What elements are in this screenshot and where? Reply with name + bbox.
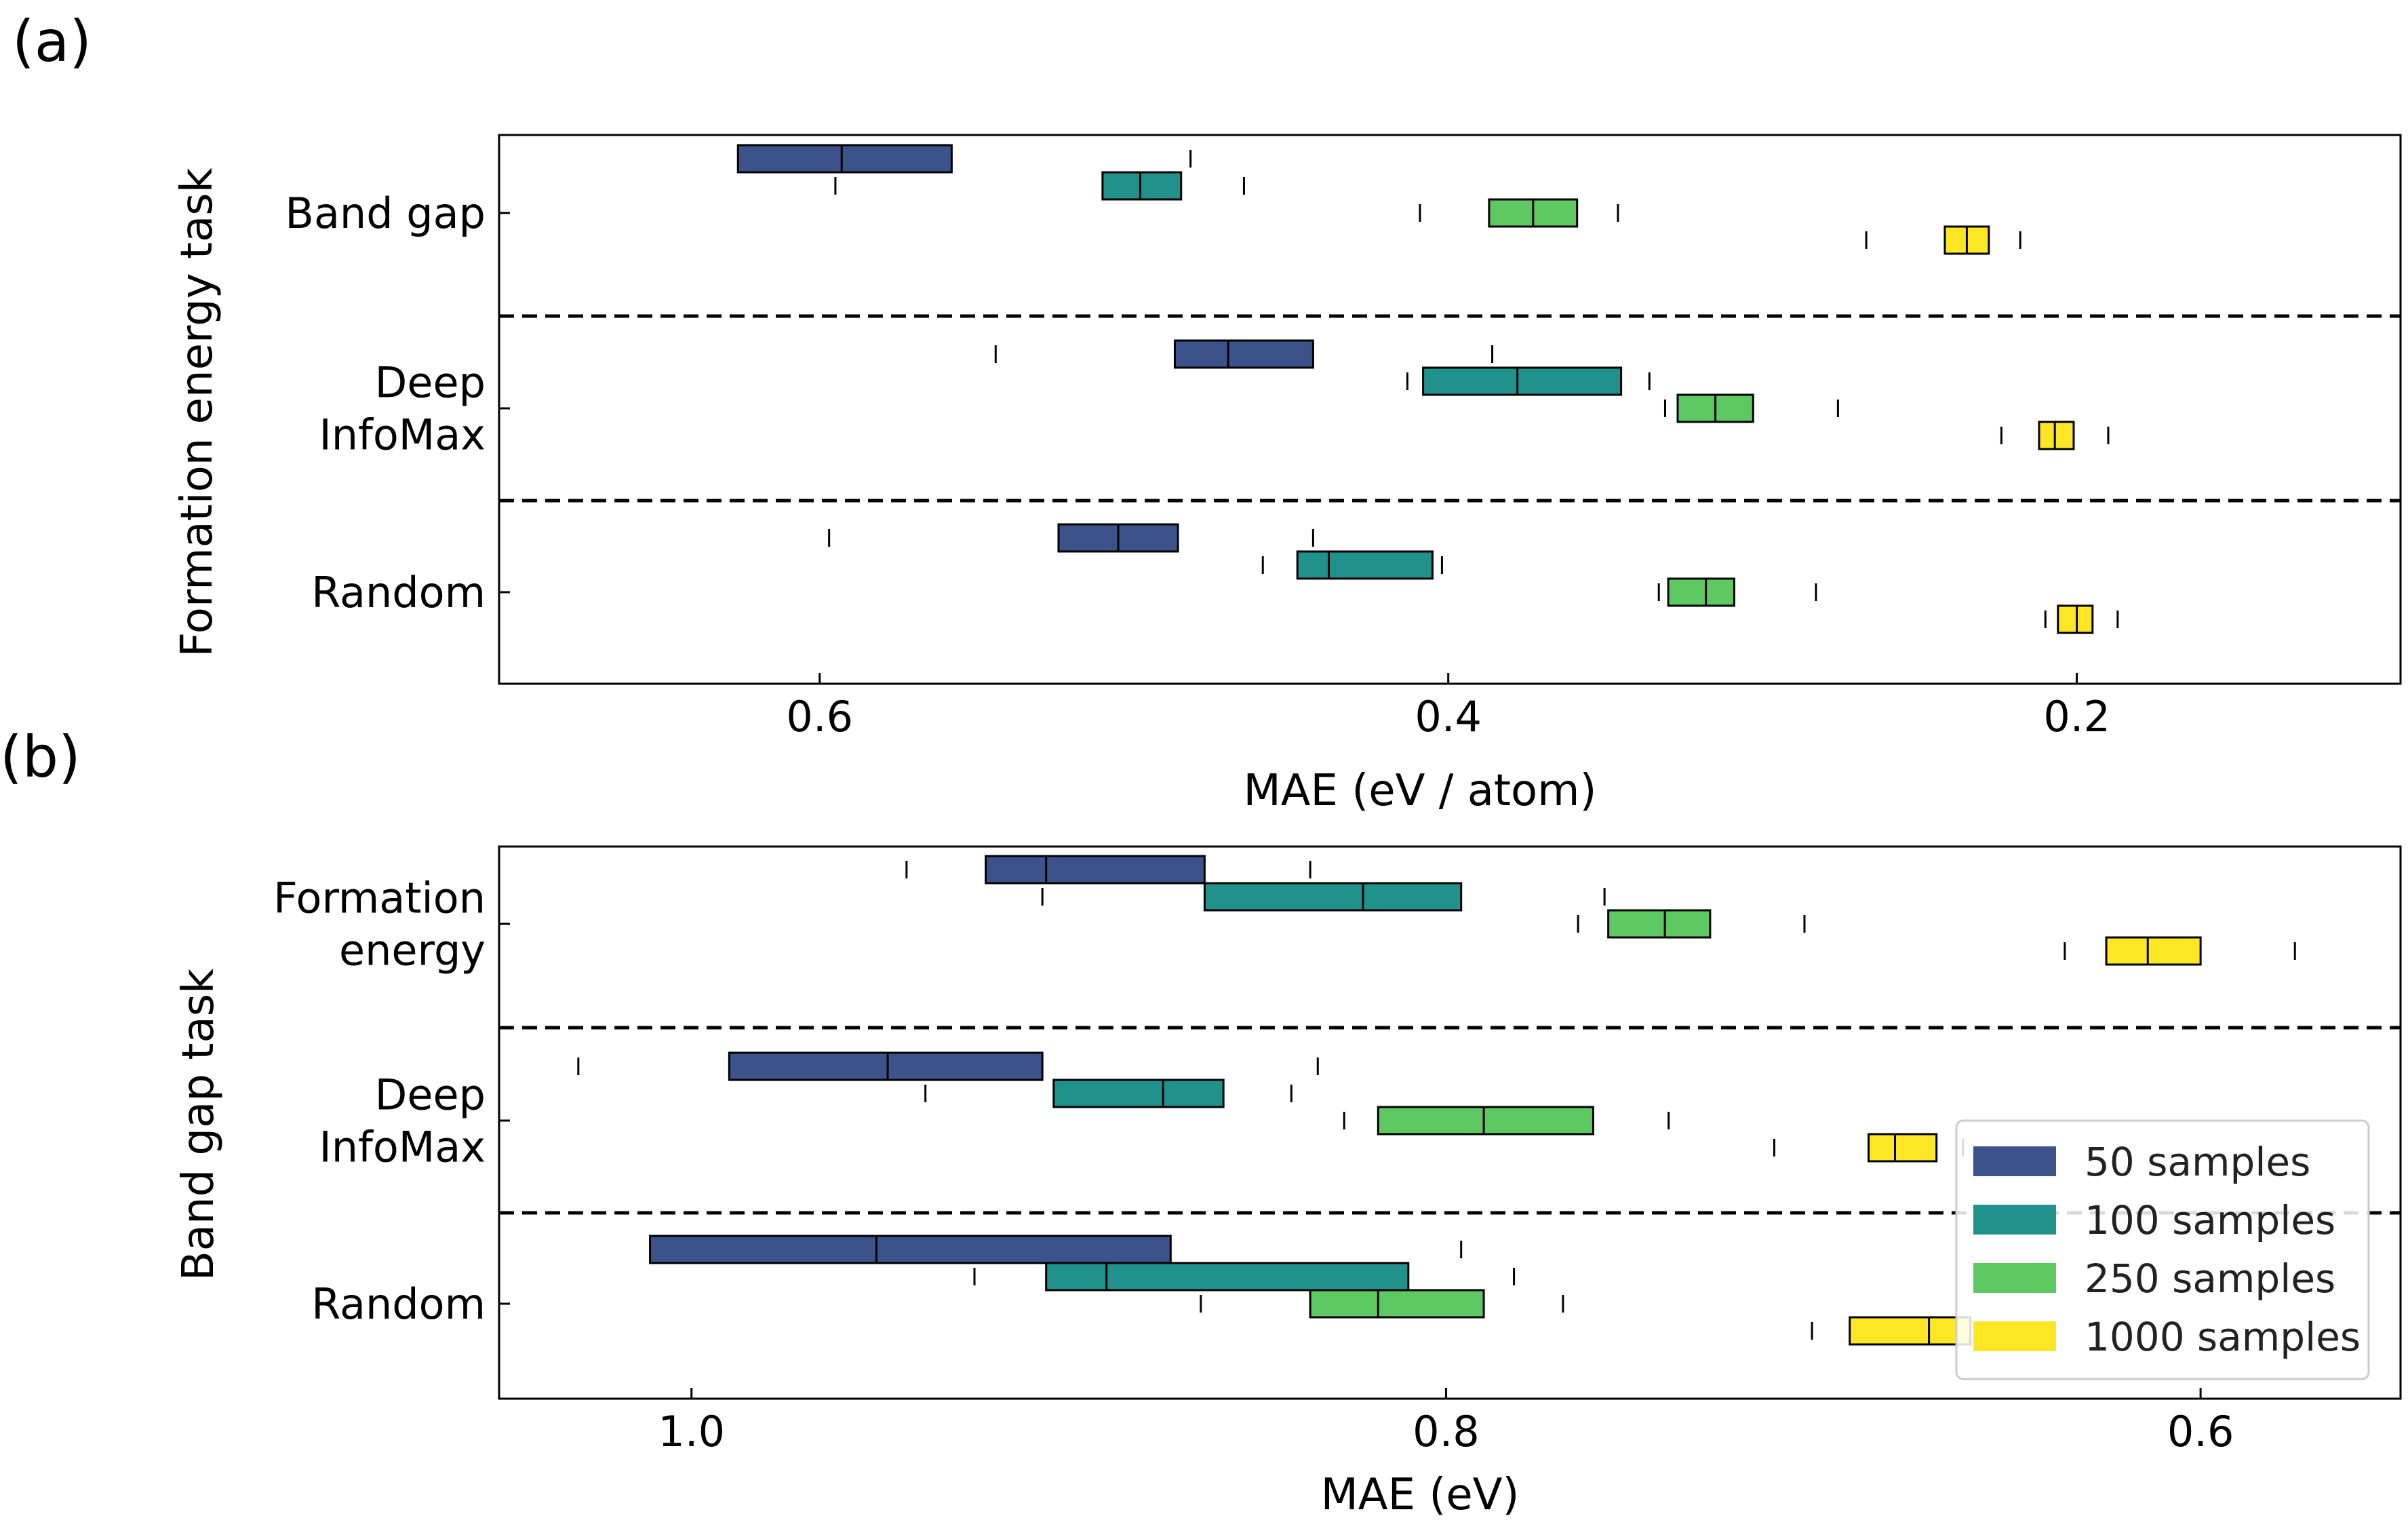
panel-b-frame xyxy=(498,845,2402,1400)
panel-a: (a) Formation energy task MAE (eV / atom… xyxy=(12,8,2402,816)
group-label-deep: Deep xyxy=(375,1070,486,1120)
box-body xyxy=(1607,909,1712,939)
panel-a-plot-area: 0.6 0.4 0.2 xyxy=(499,144,2401,741)
box-body xyxy=(1101,171,1183,201)
group-label-infomax: InfoMax xyxy=(319,1123,486,1172)
box-formation-energy-100-samples xyxy=(1041,882,1606,912)
panel-a-y-axis-label: Formation energy task xyxy=(172,168,222,657)
box-body xyxy=(1203,882,1463,912)
box-random-250-samples xyxy=(1200,1289,1564,1319)
panel-a-frame xyxy=(498,134,2402,685)
legend: 50 samples 100 samples 250 samples 1000 … xyxy=(1955,1119,2370,1380)
box-body xyxy=(2057,604,2094,634)
box-body xyxy=(649,1235,1172,1264)
panel-b-label: (b) xyxy=(0,724,81,790)
x-tick-label: 1.0 xyxy=(658,1407,725,1456)
box-body xyxy=(1045,1262,1410,1292)
legend-swatch-100-samples xyxy=(1973,1205,2056,1235)
box-body xyxy=(985,855,1206,885)
boxes-layer xyxy=(499,144,2119,634)
panel-a-x-axis-label: MAE (eV / atom) xyxy=(1244,766,1597,816)
x-tick-label: 0.2 xyxy=(2043,692,2110,741)
x-tick-label: 0.8 xyxy=(1413,1407,1480,1456)
box-body xyxy=(1868,1133,1938,1163)
box-deep-infomax-250-samples xyxy=(1663,393,1839,423)
legend-label-50-samples: 50 samples xyxy=(2085,1139,2310,1185)
box-deep-infomax-100-samples xyxy=(924,1079,1292,1108)
legend-label-250-samples: 250 samples xyxy=(2085,1256,2335,1302)
legend-swatch-1000-samples xyxy=(1973,1321,2056,1351)
box-formation-energy-50-samples xyxy=(905,855,1311,885)
legend-item: 50 samples xyxy=(1973,1139,2310,1185)
box-random-1000-samples xyxy=(2044,604,2119,634)
box-body xyxy=(1173,339,1314,369)
box-random-250-samples xyxy=(1657,577,1817,607)
legend-label-1000-samples: 1000 samples xyxy=(2085,1314,2361,1360)
box-deep-infomax-250-samples xyxy=(1343,1106,1670,1136)
group-label-infomax: InfoMax xyxy=(319,410,486,460)
group-label-random: Random xyxy=(311,1279,486,1329)
box-body xyxy=(1296,550,1434,580)
box-random-100-samples xyxy=(973,1262,1516,1292)
box-body xyxy=(1849,1316,1972,1346)
box-band-gap-1000-samples xyxy=(1865,225,2021,255)
boxes-layer xyxy=(577,855,2296,1346)
group-label-formation: Formation xyxy=(273,874,486,923)
panel-b-plot-area: 1.0 0.8 0.6 xyxy=(499,855,2401,1456)
legend-item: 1000 samples xyxy=(1973,1314,2361,1360)
box-deep-infomax-50-samples xyxy=(994,339,1494,369)
box-body xyxy=(1377,1106,1594,1136)
box-random-100-samples xyxy=(1261,550,1443,580)
box-band-gap-100-samples xyxy=(834,171,1245,201)
box-body xyxy=(1667,577,1735,607)
panel-b: (b) Band gap task MAE (eV) Formationener… xyxy=(0,724,2402,1520)
x-tick-label: 0.6 xyxy=(786,692,853,741)
box-deep-infomax-50-samples xyxy=(577,1051,1319,1081)
x-tick-label: 0.4 xyxy=(1415,692,1482,741)
box-body xyxy=(736,144,953,174)
box-deep-infomax-1000-samples xyxy=(1773,1133,1965,1163)
box-body xyxy=(1309,1289,1485,1319)
legend-label-100-samples: 100 samples xyxy=(2085,1197,2335,1243)
legend-item: 100 samples xyxy=(1973,1197,2335,1243)
group-label-random: Random xyxy=(311,568,486,617)
box-random-50-samples xyxy=(828,523,1314,553)
box-formation-energy-1000-samples xyxy=(2064,936,2296,966)
box-body xyxy=(2105,936,2202,966)
box-deep-infomax-100-samples xyxy=(1406,366,1651,396)
box-body xyxy=(1422,366,1623,396)
group-label-deep: Deep xyxy=(375,358,486,408)
group-label-energy: energy xyxy=(339,926,486,975)
box-body xyxy=(728,1051,1044,1081)
panel-b-x-axis-label: MAE (eV) xyxy=(1321,1470,1520,1520)
x-tick-label: 0.6 xyxy=(2167,1407,2234,1456)
group-label-band-gap: Band gap xyxy=(285,189,486,238)
box-body xyxy=(1052,1079,1225,1108)
legend-item: 250 samples xyxy=(1973,1256,2335,1302)
box-body xyxy=(2038,421,2075,450)
panel-a-label: (a) xyxy=(12,8,92,75)
legend-swatch-50-samples xyxy=(1973,1146,2056,1176)
box-band-gap-50-samples xyxy=(499,144,1192,174)
panel-b-y-axis-label: Band gap task xyxy=(174,969,224,1281)
box-random-50-samples xyxy=(649,1235,1463,1264)
legend-frame xyxy=(1955,1119,2370,1380)
box-deep-infomax-1000-samples xyxy=(2000,421,2110,450)
box-formation-energy-250-samples xyxy=(1577,909,1806,939)
box-band-gap-250-samples xyxy=(1419,198,1619,228)
legend-swatch-250-samples xyxy=(1973,1263,2056,1293)
